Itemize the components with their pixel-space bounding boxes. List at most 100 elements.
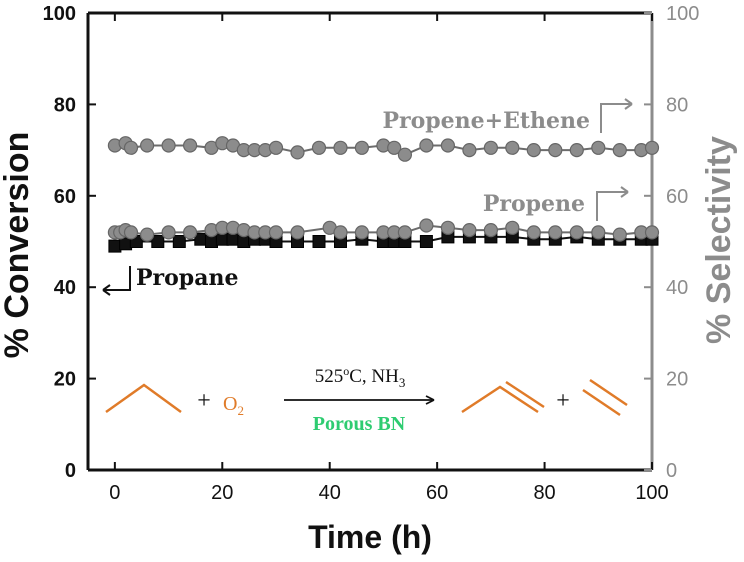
- y-axis-left-title: % Conversion: [0, 132, 36, 359]
- propane-molecule-icon: [105, 383, 182, 414]
- data-point: [172, 235, 186, 248]
- catalyst-label: Porous BN: [313, 413, 406, 435]
- y-right-tick-label: 0: [666, 460, 677, 482]
- y-axis-right-title: % Selectivity: [700, 136, 738, 344]
- annotation-propene-ethene: Propene+Ethene: [382, 108, 590, 134]
- y-left-tick-label: 40: [54, 277, 76, 299]
- x-tick-label: 0: [109, 482, 120, 504]
- reaction-scheme: + O2 525oC, NH3 Porous BN +: [105, 364, 628, 435]
- annotation-propane-arrowhead: [102, 284, 111, 296]
- y-left-tick-label: 20: [54, 369, 76, 391]
- data-point: [183, 138, 198, 153]
- data-point: [333, 225, 348, 240]
- data-point: [419, 218, 434, 233]
- data-point: [140, 138, 155, 153]
- reaction-temp: 525: [315, 366, 344, 387]
- data-point: [312, 235, 326, 248]
- data-point: [462, 143, 477, 158]
- data-point: [526, 225, 541, 240]
- y-right-tick-label: 80: [666, 94, 688, 116]
- y-axis-right: 0 20 40 60 80 100: [644, 3, 699, 482]
- data-point: [569, 143, 584, 158]
- y-right-tick-label: 40: [666, 277, 688, 299]
- data-point: [290, 145, 305, 160]
- data-point: [644, 225, 660, 240]
- x-tick-label: 40: [319, 482, 341, 504]
- data-point: [548, 225, 563, 240]
- ethene-molecule-icon: [582, 388, 621, 417]
- data-point: [505, 220, 520, 235]
- annotation-propene-ethene-arrowhead: [624, 98, 633, 110]
- data-point: [591, 225, 606, 240]
- data-point: [612, 143, 627, 158]
- reaction-plus-1: +: [197, 388, 211, 414]
- data-point: [123, 140, 139, 155]
- x-tick-label: 20: [211, 482, 233, 504]
- y-right-tick-label: 60: [666, 186, 688, 208]
- data-point: [183, 225, 198, 240]
- annotation-propane: Propane: [136, 265, 238, 291]
- x-axis-title: Time (h): [308, 519, 432, 555]
- data-point: [140, 227, 155, 242]
- data-point: [226, 232, 240, 246]
- data-point: [548, 143, 563, 158]
- plot-frame: [86, 11, 654, 472]
- data-point: [569, 225, 584, 240]
- data-point: [290, 225, 305, 240]
- oxidant-o2: O2: [223, 393, 244, 418]
- annotation-propene-arrowhead: [620, 186, 629, 198]
- data-point: [483, 140, 498, 155]
- data-point: [205, 235, 218, 248]
- data-point: [333, 140, 348, 155]
- annotation-propane-arrow: [103, 266, 131, 291]
- data-point: [268, 225, 284, 240]
- oxidant-o2-main: O: [223, 393, 237, 415]
- x-tick-label: 100: [635, 482, 668, 504]
- data-point: [123, 225, 139, 240]
- data-point: [612, 227, 627, 242]
- y-left-tick-label: 100: [43, 3, 76, 25]
- y-axis-left: 0 20 40 60 80 100: [43, 3, 96, 482]
- reaction-plus-2: +: [556, 388, 570, 414]
- data-point: [161, 225, 176, 240]
- y-left-tick-label: 0: [65, 460, 76, 482]
- data-point: [151, 235, 165, 248]
- reaction-arrowhead-icon: [425, 395, 435, 405]
- data-point: [161, 138, 176, 153]
- annotation-propene: Propene: [483, 191, 585, 217]
- reaction-temp-superscript: o: [343, 364, 349, 378]
- data-point: [387, 140, 402, 155]
- data-point: [397, 225, 412, 240]
- y-left-tick-label: 60: [54, 186, 76, 208]
- reaction-temp-unit: C, NH: [349, 366, 399, 387]
- series-propene-ethene: [107, 136, 660, 162]
- data-point: [483, 223, 498, 238]
- x-tick-label: 60: [426, 482, 448, 504]
- y-left-tick-label: 80: [54, 94, 76, 116]
- data-point: [268, 140, 284, 155]
- data-point: [440, 138, 455, 153]
- reaction-nh3-subscript: 3: [399, 375, 406, 390]
- oxidant-o2-subscript: 2: [237, 403, 244, 418]
- series-propene: [107, 218, 660, 242]
- y-right-tick-label: 20: [666, 369, 688, 391]
- data-point: [440, 220, 455, 235]
- reaction-conditions: 525oC, NH3: [315, 364, 406, 390]
- data-point: [397, 147, 412, 162]
- data-point: [591, 140, 606, 155]
- y-right-tick-label: 100: [666, 3, 699, 25]
- series-layer: [107, 136, 660, 253]
- x-tick-label: 80: [533, 482, 555, 504]
- annotation-propene-arrow: [596, 191, 628, 221]
- data-point: [644, 140, 660, 155]
- propene-double-bond-icon: [505, 380, 545, 409]
- data-point: [419, 235, 433, 248]
- annotation-layer: Propane Propene Propene+Ethene: [102, 98, 633, 296]
- data-point: [462, 223, 477, 238]
- data-point: [311, 140, 327, 155]
- data-point: [354, 140, 369, 155]
- x-axis: 0 20 40 60 80 100: [109, 13, 669, 504]
- data-point: [526, 143, 541, 158]
- ethene-double-bond-icon: [589, 378, 628, 407]
